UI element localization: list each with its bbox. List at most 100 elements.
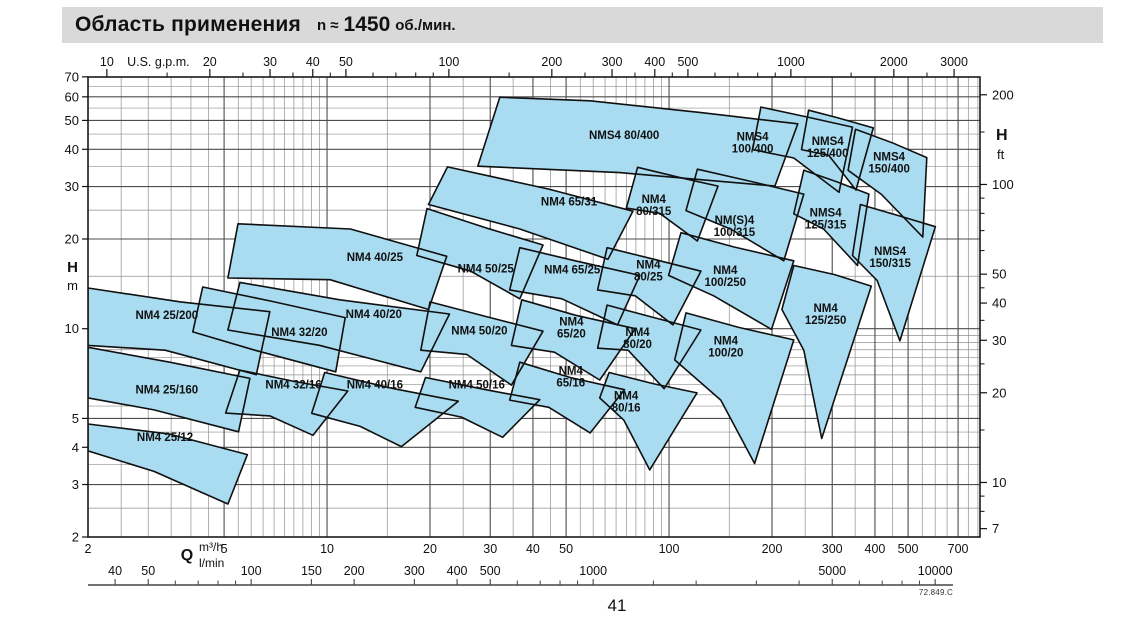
- pump-region-labels: NM4 25/12 NM4 25/160 NM4 25/200 NM4 32/16 NM…: [135, 130, 911, 444]
- pump-region-label-NM4-65-20: NM4 65/20: [557, 316, 586, 340]
- axis-tick-label: 30: [483, 542, 497, 556]
- axis-tick-label: 10: [100, 55, 114, 69]
- pump-region-NM4-65-31: [427, 166, 634, 261]
- pump-region-fill-NM4-65-20: [511, 299, 636, 380]
- axis-tick-label: 10: [65, 321, 79, 336]
- axis-bottom-lmin: 40 50 100 150 200 300 400 500 1000 5000 10000: [88, 564, 953, 586]
- title-bar: Область применения n ≈ 1450 об./мин.: [62, 7, 1103, 43]
- pump-region-fill-NMS4-80-400: [477, 97, 798, 187]
- pump-region-NMS4-150-315: [851, 203, 937, 342]
- pump-region-label-NM4-100-250: NM4 100/250: [704, 265, 746, 289]
- pump-region-label-NMS4-125-315: NMS4 125/315: [805, 208, 847, 232]
- pump-region-label-NM4-125-250: NM4 125/250: [805, 303, 847, 327]
- axis-title-q: Q: [181, 547, 193, 564]
- axis-tick-label: 5000: [818, 564, 846, 578]
- pump-region-NM4-25-200: [88, 287, 271, 376]
- speed-unit: об./мин.: [395, 16, 456, 34]
- axis-tick-label: 40: [526, 542, 540, 556]
- axis-title-m3h: m³/h: [199, 540, 223, 554]
- pump-region-NM4-65-25: [508, 246, 641, 326]
- pump-region-NM4-65-20: [510, 299, 636, 381]
- pump-region-fill-NM4-65-16: [509, 362, 625, 433]
- pump-region-label-NM4-65-25: NM4 65/25: [544, 265, 601, 277]
- pump-region-fill-NM4-40-20: [227, 282, 450, 372]
- pump-region-NMS4-150-400: [847, 128, 928, 238]
- axis-tick-label: 60: [65, 89, 79, 104]
- axis-tick-label: 40: [306, 55, 320, 69]
- axis-tick-label: 20: [992, 385, 1006, 400]
- pump-region-fill-NMS4-125-315: [793, 170, 869, 266]
- speed-prefix: n ≈: [316, 16, 339, 34]
- axis-tick-label: 10: [320, 542, 334, 556]
- axis-tick-label: 50: [559, 542, 573, 556]
- pump-region-label-NM4-80-315: NM4 80/315: [636, 194, 672, 218]
- axis-tick-label: 20: [423, 542, 437, 556]
- pump-region-NMS4-100-400: [751, 106, 854, 194]
- axis-tick-label: 2: [72, 530, 79, 545]
- axis-tick-label: 3: [72, 477, 79, 492]
- axis-tick-label: 20: [65, 232, 79, 247]
- pump-region-label-NM4-65-31: NM4 65/31: [541, 197, 598, 209]
- pump-region-label-NMS4-150-315: NMS4 150/315: [869, 246, 911, 270]
- pump-region-label-NM4-25-160: NM4 25/160: [135, 385, 198, 397]
- axis-title-h: H: [996, 127, 1008, 144]
- pump-region-NM4-100-250: [667, 231, 795, 331]
- pump-region-NM4-32-20: [192, 286, 346, 373]
- pump-region-label-NM4-50-20: NM4 50/20: [451, 326, 507, 338]
- pump-region-label-NM4-65-16: NM4 65/16: [556, 366, 585, 390]
- axis-tick-label: 4: [72, 440, 79, 455]
- axis-title-lmin: l/min: [199, 556, 224, 570]
- pump-region-label-NMS4-150-400: NMS4 150/400: [868, 152, 910, 176]
- pump-region-fill-NM4-32-16: [225, 370, 348, 436]
- pump-region-label-NM4-40-20: NM4 40/20: [346, 309, 402, 321]
- axis-title-m: m: [67, 278, 78, 293]
- axis-tick-label: 2000: [880, 55, 908, 69]
- axis-tick-label: 50: [339, 55, 353, 69]
- axis-tick-label: 1000: [579, 564, 607, 578]
- axis-tick-label: 50: [992, 267, 1006, 282]
- pump-region-NMS4-125-315: [793, 169, 870, 267]
- pump-region-label-NM4-32-16: NM4 32/16: [265, 379, 321, 391]
- axis-tick-label: 200: [541, 55, 562, 69]
- pump-region-NM4-65-16: [508, 361, 626, 434]
- axis-tick-label: 150: [301, 564, 322, 578]
- pump-region-fill-NM4-50-25: [416, 208, 543, 299]
- pump-regions-outline: [88, 96, 937, 505]
- pump-regions-fill: [88, 97, 936, 504]
- pump-region-label-NM4-80-16: NM4 80/16: [612, 390, 641, 414]
- axis-tick-label: 500: [677, 55, 698, 69]
- axis-tick-label: 300: [822, 542, 843, 556]
- pump-region-NM4-100-20: [673, 312, 795, 465]
- pump-region-NM4-50-16: [414, 376, 541, 439]
- pump-region-fill-NMS4-150-315: [852, 204, 936, 341]
- axis-tick-label: 400: [447, 564, 468, 578]
- axis-tick-label: 100: [659, 542, 680, 556]
- axis-tick-label: 200: [344, 564, 365, 578]
- axis-tick-label: 30: [992, 333, 1006, 348]
- pump-region-fill-NM4-65-31: [428, 166, 633, 260]
- axis-tick-label: 10: [992, 475, 1006, 490]
- pump-region-fill-NM4-40-25: [227, 223, 447, 310]
- axis-tick-label: 40: [65, 142, 79, 157]
- doc-ref: 72.849.C: [918, 588, 953, 597]
- pump-region-label-NM4-40-16: NM4 40/16: [347, 379, 403, 391]
- axis-tick-label: 30: [65, 179, 79, 194]
- pump-region-NM4-40-20: [227, 281, 451, 373]
- pump-region-NM4-50-20: [420, 301, 544, 386]
- axis-tick-label: 30: [263, 55, 277, 69]
- axis-tick-label: 5: [72, 411, 79, 426]
- plot-border: [87, 76, 981, 538]
- pump-region-label-NM4-40-25: NM4 40/25: [347, 252, 404, 264]
- axis-tick-label: 70: [65, 69, 79, 84]
- axis-tick-label: 50: [65, 113, 79, 128]
- axis-title-usgpm: U.S. g.p.m.: [127, 55, 190, 69]
- pump-region-fill-NM4-25-160: [88, 347, 250, 432]
- axis-tick-label: 10000: [918, 564, 953, 578]
- pump-region-label-NM4-25-200: NM4 25/200: [135, 310, 198, 322]
- pump-region-NM4-125-250: [781, 264, 873, 440]
- pump-region-fill-NM4-125-250: [781, 265, 872, 439]
- pump-region-label-NM4-32-20: NM4 32/20: [271, 327, 327, 339]
- pump-region-label-NM4-80-20: NM4 80/20: [623, 327, 652, 351]
- axis-tick-label: 400: [644, 55, 665, 69]
